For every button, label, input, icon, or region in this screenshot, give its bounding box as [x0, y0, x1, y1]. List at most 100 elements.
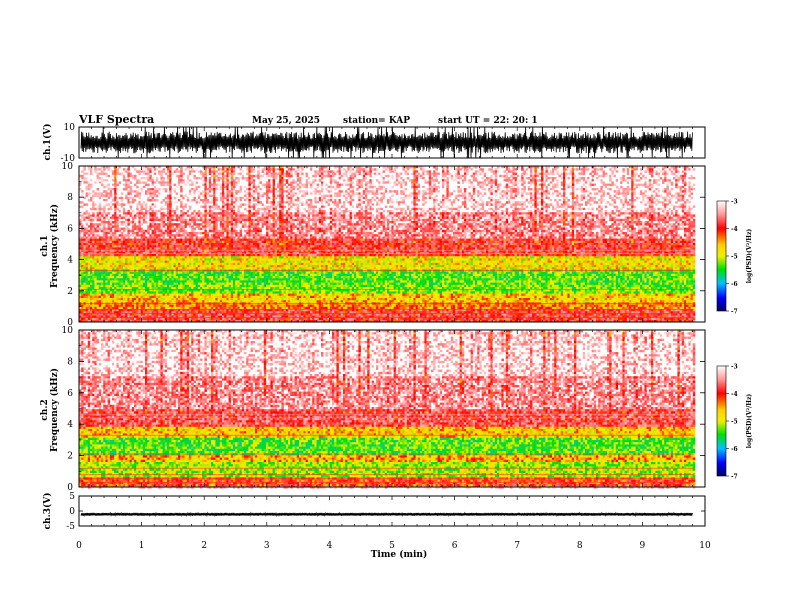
psd-cell [81, 168, 84, 171]
psd-cell [108, 280, 111, 283]
psd-cell [105, 217, 108, 220]
psd-cell [110, 188, 113, 191]
psd-cell [99, 173, 102, 176]
psd-cell [119, 280, 122, 283]
psd-cell [108, 232, 111, 235]
psd-cell [101, 197, 104, 200]
psd-cell [97, 285, 100, 288]
psd-cell [123, 181, 126, 184]
psd-cell [88, 265, 91, 268]
psd-cell [119, 261, 122, 264]
psd-cell [99, 195, 102, 198]
psd-cell [83, 232, 86, 235]
psd-cell [83, 296, 86, 299]
psd-cell [108, 276, 111, 279]
psd-cell [110, 206, 113, 209]
psd-cell [90, 228, 93, 231]
psd-cell [90, 170, 93, 173]
psd-cell [83, 300, 86, 303]
psd-cell [108, 243, 111, 246]
psd-cell [92, 300, 95, 303]
psd-cell [101, 239, 104, 242]
psd-cell [103, 236, 106, 239]
psd-cell [103, 179, 106, 182]
psd-cell [99, 296, 102, 299]
psd-cell [101, 243, 104, 246]
psd-cell [121, 313, 124, 316]
psd-cell [110, 252, 113, 255]
psd-cell [114, 313, 117, 316]
psd-cell [114, 247, 117, 250]
psd-cell [92, 265, 95, 268]
psd-cell [92, 313, 95, 316]
psd-cell [121, 298, 124, 301]
psd-cell [119, 201, 122, 204]
psd-cell [88, 221, 91, 224]
psd-cell [105, 265, 108, 268]
psd-cell [90, 232, 93, 235]
psd-cell [108, 195, 111, 198]
psd-cell [86, 245, 89, 248]
psd-cell [99, 316, 102, 319]
psd-cell [123, 186, 126, 189]
psd-cell [81, 261, 84, 264]
psd-cell [116, 316, 119, 319]
psd-cell [119, 230, 122, 233]
psd-cell [114, 201, 117, 204]
psd-cell [101, 272, 104, 275]
psd-cell [121, 170, 124, 173]
psd-cell [114, 219, 117, 222]
psd-cell [83, 313, 86, 316]
psd-cell [112, 278, 115, 281]
psd-cell [94, 256, 97, 259]
psd-cell [81, 177, 84, 180]
psd-cell [83, 247, 86, 250]
psd-cell [86, 239, 89, 242]
psd-cell [94, 195, 97, 198]
psd-cell [88, 168, 91, 171]
psd-cell [112, 206, 115, 209]
psd-cell [116, 289, 119, 292]
psd-cell [90, 291, 93, 294]
psd-cell [92, 228, 95, 231]
start-time-label: start UT = 22: 20: 1 [438, 116, 538, 126]
psd-cell [114, 181, 117, 184]
psd-cell [88, 280, 91, 283]
psd-cell [99, 206, 102, 209]
psd-cell [119, 221, 122, 224]
psd-cell [103, 181, 106, 184]
psd-cell [86, 318, 89, 321]
psd-cell [112, 247, 115, 250]
psd-cell [97, 254, 100, 257]
psd-cell [99, 197, 102, 200]
psd-cell [108, 239, 111, 242]
psd-cell [123, 245, 126, 248]
psd-cell [116, 188, 119, 191]
psd-cell [110, 247, 113, 250]
psd-cell [90, 307, 93, 310]
psd-cell [116, 225, 119, 228]
psd-cell [114, 186, 117, 189]
psd-cell [105, 203, 108, 206]
psd-cell [99, 203, 102, 206]
psd-cell [119, 300, 122, 303]
psd-cell [88, 272, 91, 275]
psd-cell [112, 261, 115, 264]
psd-cell [116, 230, 119, 233]
psd-cell [123, 316, 126, 319]
psd-cell [90, 219, 93, 222]
psd-cell [110, 265, 113, 268]
psd-cell [103, 294, 106, 297]
psd-cell [108, 294, 111, 297]
psd-cell [86, 173, 89, 176]
psd-cell [99, 307, 102, 310]
psd-cell [88, 289, 91, 292]
psd-cell [90, 298, 93, 301]
psd-cell [99, 285, 102, 288]
psd-cell [114, 280, 117, 283]
psd-cell [99, 239, 102, 242]
psd-cell [121, 254, 124, 257]
psd-cell [114, 177, 117, 180]
psd-cell [110, 239, 113, 242]
psd-cell [114, 305, 117, 308]
